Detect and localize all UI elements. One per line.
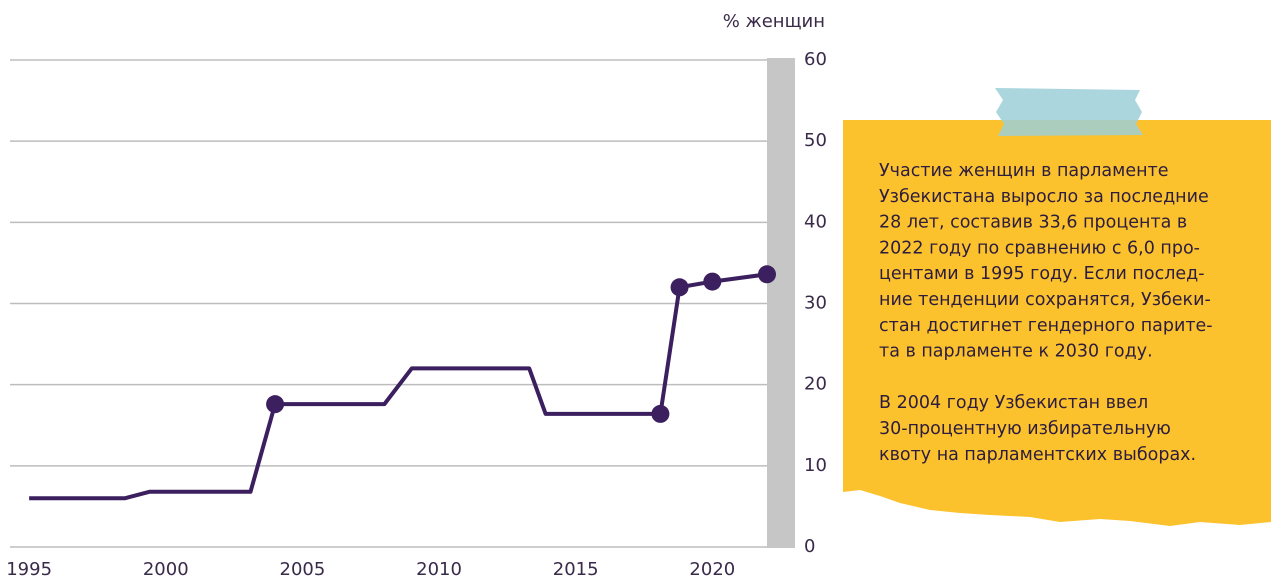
y-axis-label: % женщин xyxy=(723,11,825,32)
note-text: стан достигнет гендерного парите- xyxy=(879,316,1213,336)
highlight-band xyxy=(767,58,795,548)
point xyxy=(758,265,776,284)
note-text: 28 лет, составив 33,6 процента в xyxy=(879,213,1187,233)
y-tick-label: 60 xyxy=(804,49,827,70)
y-tick-label: 40 xyxy=(804,211,827,232)
x-tick-label: 1995 xyxy=(6,559,52,580)
tape xyxy=(995,88,1143,136)
point xyxy=(670,278,689,297)
note-text: та в парламенте к 2030 году. xyxy=(879,342,1153,362)
point xyxy=(266,395,285,414)
note-text: Участие женщин в парламенте xyxy=(879,161,1169,181)
note-text: 30-процентную избирательную xyxy=(879,419,1171,439)
note-text: 2022 году по сравнению с 6,0 про- xyxy=(879,238,1200,258)
x-tick-label: 2005 xyxy=(280,559,326,580)
point xyxy=(651,404,670,423)
note-text: центами в 1995 году. Если послед- xyxy=(879,264,1205,284)
x-tick-label: 2015 xyxy=(553,559,599,580)
line xyxy=(29,272,768,501)
x-tick-label: 2000 xyxy=(143,559,189,580)
y-tick-label: 20 xyxy=(804,374,827,395)
y-tick-label: 0 xyxy=(804,536,815,557)
point xyxy=(703,272,722,291)
note-text: ние тенденции сохранятся, Узбеки- xyxy=(879,290,1211,310)
note-text: Узбекистана выросло за последние xyxy=(879,187,1209,207)
note-text: В 2004 году Узбекистан ввел xyxy=(879,393,1148,413)
x-tick-label: 2010 xyxy=(416,559,462,580)
y-tick-label: 10 xyxy=(804,455,827,476)
y-tick-label: 30 xyxy=(804,293,827,314)
note-box xyxy=(843,120,1271,526)
x-tick-label: 2020 xyxy=(689,559,735,580)
y-tick-label: 50 xyxy=(804,130,827,151)
note-text: квоту на парламентских выборах. xyxy=(879,445,1196,465)
